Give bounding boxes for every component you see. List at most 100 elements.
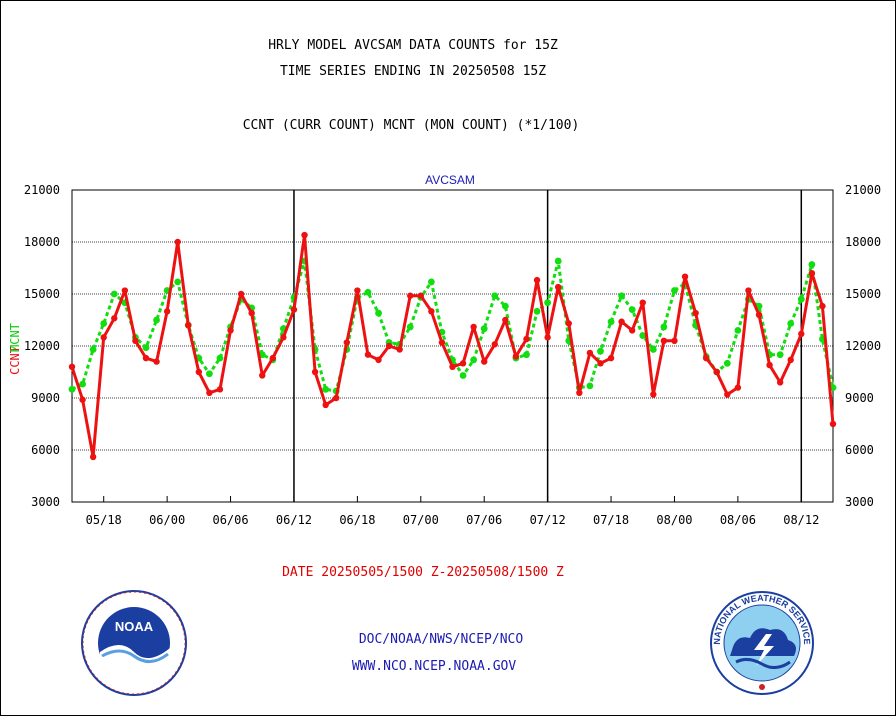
y-tick-label-left: 12000 (24, 339, 60, 353)
data-point-ccnt (290, 306, 298, 313)
data-point-mcnt (501, 302, 509, 310)
data-point-ccnt (512, 353, 520, 360)
plot-title: AVCSAM (425, 173, 475, 187)
data-point-ccnt (660, 337, 668, 344)
data-point-ccnt (829, 420, 837, 428)
data-point-ccnt (343, 339, 351, 346)
data-point-ccnt (322, 401, 329, 409)
data-point-mcnt (734, 327, 742, 334)
x-tick-label: 06/00 (149, 513, 185, 527)
data-point-mcnt (459, 372, 467, 379)
data-point-mcnt (533, 307, 541, 315)
data-point-ccnt (385, 342, 393, 350)
data-point-mcnt (607, 318, 615, 326)
x-tick-label: 07/06 (466, 513, 502, 527)
data-point-ccnt (819, 302, 826, 310)
data-point-ccnt (755, 311, 763, 318)
data-point-ccnt (618, 318, 625, 325)
x-tick-label: 08/06 (720, 513, 756, 527)
data-point-ccnt (692, 309, 699, 317)
chart-title-line2: TIME SERIES ENDING IN 20250508 15Z (279, 64, 547, 79)
data-point-ccnt (227, 327, 234, 334)
y-tick-label-right: 9000 (845, 391, 874, 405)
series-description: CCNT (CURR COUNT) MCNT (MON COUNT) (*1/1… (242, 118, 580, 133)
data-series (68, 231, 837, 461)
data-point-mcnt (660, 323, 668, 331)
data-point-ccnt (248, 309, 255, 317)
data-point-ccnt (237, 290, 245, 298)
data-point-mcnt (375, 309, 382, 317)
data-point-mcnt (470, 356, 478, 364)
y-tick-label-right: 6000 (845, 443, 874, 457)
data-point-ccnt (89, 453, 97, 461)
data-point-mcnt (671, 287, 678, 294)
data-point-ccnt (68, 363, 76, 370)
data-point-mcnt (523, 351, 530, 359)
data-point-ccnt (734, 384, 742, 391)
data-point-ccnt (111, 315, 118, 322)
data-point-ccnt (808, 270, 816, 277)
data-point-mcnt (322, 385, 330, 393)
data-point-mcnt (110, 290, 118, 298)
x-tick-label: 05/18 (86, 513, 122, 527)
data-point-ccnt (354, 287, 361, 294)
data-point-ccnt (375, 356, 382, 364)
data-point-ccnt (776, 379, 784, 386)
data-point-ccnt (79, 396, 86, 403)
data-point-ccnt (681, 273, 689, 280)
data-point-mcnt (364, 288, 372, 296)
data-point-ccnt (628, 327, 636, 334)
y-tick-labels: 3000 3000 6000 6000 9000 9000 12000 12000 15000 1… (24, 183, 881, 509)
data-point-ccnt (787, 356, 794, 364)
data-point-ccnt (100, 334, 107, 341)
y-tick-label-left: 15000 (24, 287, 60, 301)
y-tick-label-right: 12000 (845, 339, 881, 353)
x-tick-label: 07/18 (593, 513, 629, 527)
data-point-ccnt (174, 238, 181, 246)
y-tick-label-right: 3000 (845, 495, 874, 509)
data-point-ccnt (544, 334, 551, 341)
data-point-ccnt (195, 368, 203, 376)
data-point-mcnt (153, 316, 160, 324)
data-point-mcnt (586, 382, 594, 390)
data-point-mcnt (206, 370, 213, 378)
data-point-ccnt (766, 361, 773, 369)
data-point-ccnt (132, 337, 139, 344)
data-point-mcnt (787, 320, 795, 327)
data-point-mcnt (427, 278, 435, 286)
data-point-ccnt (481, 358, 488, 365)
data-point-mcnt (68, 385, 76, 393)
data-point-ccnt (121, 287, 129, 294)
data-point-ccnt (724, 391, 731, 398)
data-point-mcnt (597, 347, 604, 355)
data-point-ccnt (523, 335, 530, 343)
data-point-ccnt (798, 330, 805, 338)
y-tick-label-right: 15000 (845, 287, 881, 301)
data-point-mcnt (142, 344, 150, 352)
data-point-mcnt (89, 346, 97, 353)
data-point-ccnt (576, 389, 583, 396)
y-tick-label-left: 9000 (31, 391, 60, 405)
x-tick-labels: 05/18 06/00 06/06 06/12 06/18 07/00 07/06 07/12… (86, 496, 819, 527)
data-point-ccnt (428, 308, 435, 315)
data-point-ccnt (333, 394, 340, 402)
data-point-ccnt (533, 276, 541, 284)
data-point-mcnt (808, 261, 816, 268)
data-point-ccnt (491, 341, 498, 348)
data-point-ccnt (671, 337, 678, 344)
data-point-ccnt (269, 354, 277, 362)
data-point-mcnt (79, 380, 86, 388)
x-tick-label: 08/00 (656, 513, 692, 527)
data-point-mcnt (649, 346, 657, 353)
data-point-ccnt (185, 322, 192, 329)
website-text: WWW.NCO.NCEP.NOAA.GOV (351, 659, 517, 674)
data-point-ccnt (206, 389, 213, 396)
data-point-ccnt (607, 354, 615, 362)
data-point-ccnt (713, 368, 720, 376)
data-point-ccnt (417, 292, 424, 299)
data-point-ccnt (163, 308, 171, 315)
data-point-mcnt (480, 325, 488, 333)
data-point-ccnt (153, 358, 160, 365)
data-point-ccnt (586, 349, 594, 357)
data-point-mcnt (544, 299, 552, 307)
